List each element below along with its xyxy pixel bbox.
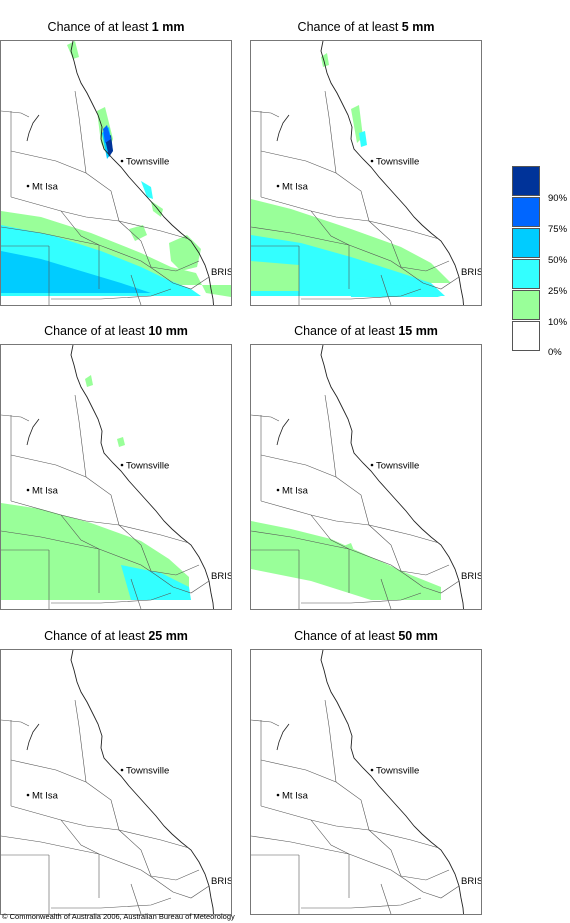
- brisbane-label: BRIS: [461, 876, 481, 887]
- coastline: [320, 650, 464, 914]
- legend-label-10: 10%: [548, 317, 568, 328]
- brisbane-label: BRIS: [211, 267, 231, 278]
- probability-shading: [251, 521, 441, 600]
- district-boundaries: [1, 699, 210, 914]
- legend-label-75: 75%: [548, 224, 568, 235]
- brisbane-label: BRIS: [461, 571, 481, 582]
- legend-label-25: 25%: [548, 286, 568, 297]
- legend-swatch-10: [512, 290, 540, 320]
- brisbane-label: BRIS: [461, 267, 481, 278]
- probability-map: Townsville Mt Isa BRIS: [250, 344, 482, 610]
- mt-isa-dot: [276, 184, 280, 188]
- district-boundaries: [1, 394, 210, 609]
- brisbane-label: BRIS: [211, 876, 231, 887]
- gulf-coastline: [26, 114, 40, 142]
- probability-shading: [85, 375, 93, 387]
- probability-shading: [11, 257, 49, 283]
- coastline: [70, 41, 214, 305]
- townsville-label: Townsville: [376, 461, 419, 472]
- townsville-label: Townsville: [126, 157, 169, 168]
- panel-title: Chance of at least 10 mm: [44, 324, 188, 338]
- townsville-label: Townsville: [126, 766, 169, 777]
- townsville-dot: [370, 463, 374, 467]
- townsville-label: Townsville: [376, 157, 419, 168]
- townsville-label: Townsville: [126, 461, 169, 472]
- probability-shading: [347, 277, 441, 297]
- district-boundaries: [251, 699, 460, 914]
- coastline: [320, 41, 464, 305]
- townsville-dot: [370, 768, 374, 772]
- coastline: [70, 345, 214, 609]
- townsville-dot: [120, 159, 124, 163]
- probability-shading: [251, 261, 299, 291]
- district-boundaries: [251, 394, 460, 609]
- legend-label-90: 90%: [548, 193, 568, 204]
- legend-label-0: 0%: [548, 347, 562, 358]
- probability-map: Townsville Mt Isa BRIS: [0, 344, 232, 610]
- copyright-notice: © Commonwealth of Australia 2006, Austra…: [2, 912, 235, 921]
- district-boundaries: [1, 90, 210, 305]
- gulf-coastline: [276, 114, 290, 142]
- panel-title: Chance of at least 1 mm: [47, 20, 185, 34]
- coastline: [320, 345, 464, 609]
- probability-map: Townsville Mt Isa BRIS: [0, 649, 232, 915]
- mt-isa-label: Mt Isa: [282, 486, 309, 497]
- townsville-dot: [370, 159, 374, 163]
- gulf-coastline: [276, 418, 290, 446]
- probability-shading: [251, 235, 445, 296]
- legend-swatch-50: [512, 228, 540, 258]
- mt-isa-label: Mt Isa: [32, 182, 59, 193]
- mt-isa-dot: [26, 184, 30, 188]
- gulf-coastline: [26, 418, 40, 446]
- probability-map: Townsville Mt Isa BRIS: [250, 40, 482, 306]
- panel-title: Chance of at least 15 mm: [294, 324, 438, 338]
- probability-shading: [67, 41, 79, 59]
- mt-isa-label: Mt Isa: [282, 182, 309, 193]
- legend-swatch-90: [512, 166, 540, 196]
- townsville-dot: [120, 463, 124, 467]
- mt-isa-dot: [26, 488, 30, 492]
- townsville-label: Townsville: [376, 766, 419, 777]
- legend-label-50: 50%: [548, 255, 568, 266]
- mt-isa-dot: [26, 793, 30, 797]
- legend-swatch-25: [512, 259, 540, 289]
- mt-isa-label: Mt Isa: [32, 486, 59, 497]
- probability-map: Townsville Mt Isa BRIS: [250, 649, 482, 915]
- district-boundaries: [251, 90, 460, 305]
- probability-shading: [359, 131, 367, 147]
- brisbane-label: BRIS: [211, 571, 231, 582]
- gulf-coastline: [26, 723, 40, 751]
- mt-isa-dot: [276, 793, 280, 797]
- mt-isa-label: Mt Isa: [32, 791, 59, 802]
- probability-shading: [121, 565, 191, 600]
- mt-isa-label: Mt Isa: [282, 791, 309, 802]
- probability-map: Townsville Mt Isa BRIS: [0, 40, 232, 306]
- gulf-coastline: [276, 723, 290, 751]
- probability-shading: [141, 181, 153, 199]
- legend-swatch-75: [512, 197, 540, 227]
- townsville-dot: [120, 768, 124, 772]
- legend-swatch-0: [512, 321, 540, 351]
- probability-shading: [103, 125, 111, 143]
- panel-title: Chance of at least 25 mm: [44, 629, 188, 643]
- probability-shading: [117, 437, 125, 447]
- coastline: [70, 650, 214, 914]
- probability-shading: [169, 235, 201, 271]
- panel-title: Chance of at least 50 mm: [294, 629, 438, 643]
- probability-shading: [129, 225, 147, 241]
- panel-title: Chance of at least 5 mm: [297, 20, 435, 34]
- mt-isa-dot: [276, 488, 280, 492]
